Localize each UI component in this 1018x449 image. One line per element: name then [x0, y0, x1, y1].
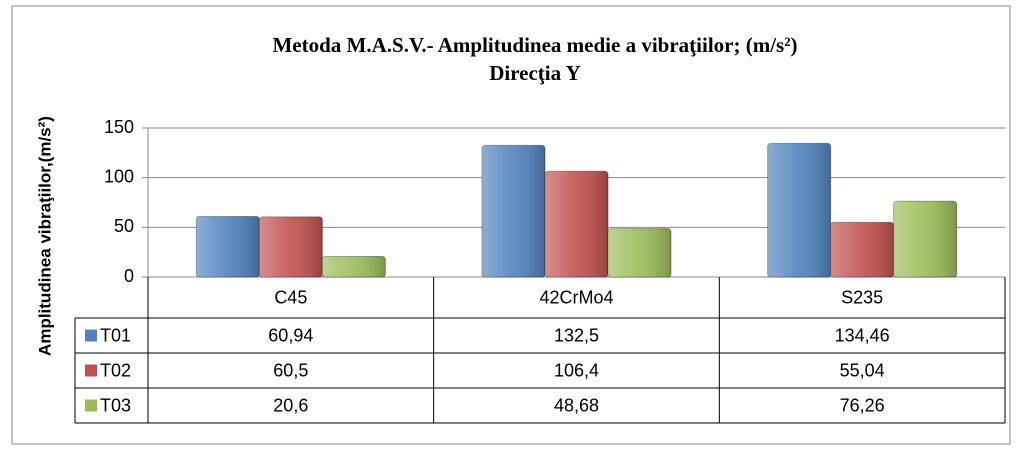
table-value: 20,6 [273, 395, 308, 415]
x-tick-label: 42CrMo4 [539, 287, 613, 307]
table-value: 106,4 [554, 360, 599, 380]
table-value: 55,04 [840, 360, 885, 380]
bar [607, 228, 672, 278]
table-value: 60,94 [268, 325, 313, 345]
bar [321, 256, 386, 278]
chart-title: Metoda M.A.S.V.- Amplitudinea medie a vi… [272, 33, 797, 57]
bar [195, 215, 260, 278]
y-axis-label: Amplitudinea vibraţiilor,(m/s²) [35, 116, 54, 356]
x-tick-label: S235 [841, 287, 883, 307]
legend-label: T01 [100, 325, 131, 345]
bar [544, 170, 609, 278]
legend-key [85, 329, 97, 342]
y-tick-label: 150 [104, 117, 134, 137]
chart-subtitle: Direcţia Y [489, 61, 581, 85]
legend-label: T03 [100, 395, 131, 415]
table-value: 60,5 [273, 360, 308, 380]
y-tick-label: 50 [114, 216, 134, 236]
legend-key [85, 364, 97, 377]
bar [830, 221, 895, 278]
table-value: 134,46 [835, 325, 890, 345]
y-tick-label: 0 [124, 266, 134, 286]
table-value: 48,68 [554, 395, 599, 415]
table-value: 132,5 [554, 325, 599, 345]
legend-label: T02 [100, 360, 131, 380]
bar [481, 144, 546, 278]
bar [258, 216, 323, 278]
bar [767, 142, 832, 278]
bar [893, 200, 958, 278]
y-tick-label: 100 [104, 166, 134, 186]
legend-key [85, 399, 97, 412]
table-value: 76,26 [840, 395, 885, 415]
x-tick-label: C45 [274, 287, 307, 307]
